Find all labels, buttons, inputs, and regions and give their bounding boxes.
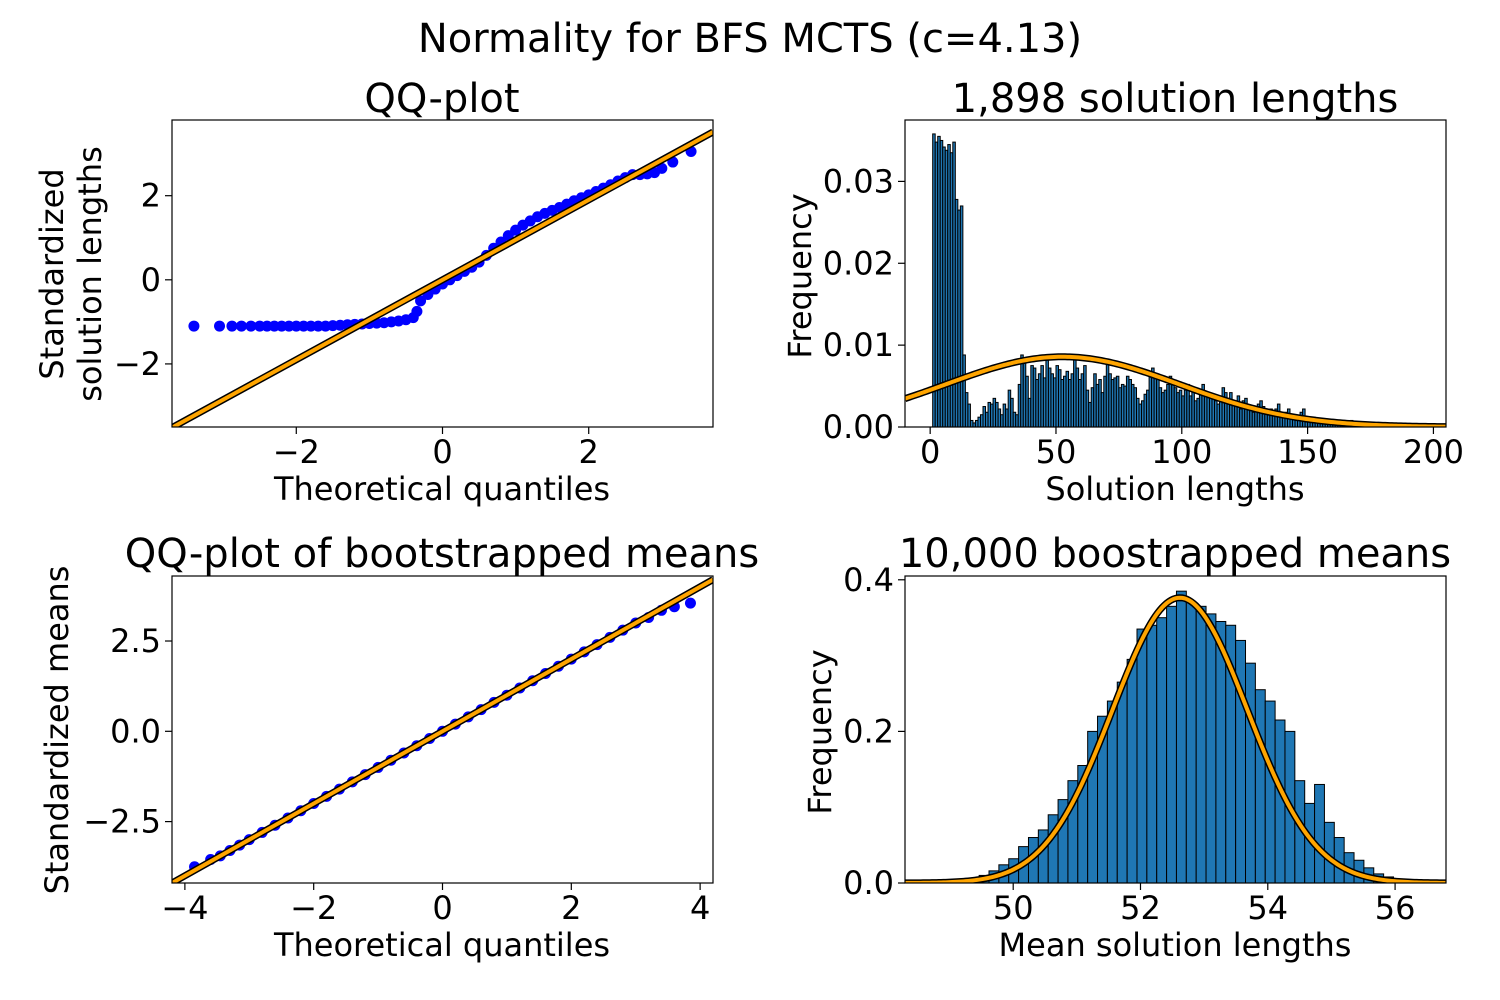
qq1-point: [188, 321, 199, 332]
hist2-bar: [1127, 659, 1137, 883]
hist1-bars: [933, 134, 1366, 427]
qq2-yticks: −2.5 0.0 2.5: [83, 622, 172, 841]
hist2-yticks: 0.0 0.2 0.4: [843, 561, 905, 902]
qq2-xlabel: Theoretical quantiles: [273, 926, 610, 964]
qq1-point: [226, 321, 237, 332]
hist1-plot-area: [905, 120, 1446, 427]
hist2-bar: [1206, 614, 1216, 883]
hist1-xticks: 0 50 100 150 200: [920, 427, 1464, 471]
qq1-xtick-label: 0: [432, 433, 452, 471]
qq2-plot-area: [172, 576, 713, 883]
qq2-xtick-label: −2: [290, 889, 337, 927]
hist2-xtick-label: 50: [993, 889, 1034, 927]
hist2-plot-area: [905, 576, 1446, 883]
hist1-ytick-label: 0.02: [823, 244, 894, 282]
qq1-ytick-label: −2: [114, 345, 161, 383]
qq2-xtick-label: 2: [561, 889, 581, 927]
hist2-bar: [1167, 606, 1177, 883]
qq2-point: [685, 598, 696, 609]
hist1-xtick-label: 200: [1403, 433, 1464, 471]
hist1-ytick-label: 0.00: [823, 408, 894, 446]
panel-solution-lengths-histogram: 1,898 solution lengths 0 50 100 150 200 0.00…: [781, 76, 1464, 508]
qq2-xticks: −4 −2 0 2 4: [161, 883, 710, 927]
figure-title: Normality for BFS MCTS (c=4.13): [418, 16, 1082, 62]
hist2-xticks: 50 52 54 56: [993, 883, 1416, 927]
qq1-yticks: −2 0 2: [114, 177, 172, 383]
hist2-bar: [1246, 663, 1256, 883]
qq1-ytick-label: 2: [141, 177, 161, 215]
panel-qq-plot: QQ-plot −2 0 2 −202 Theoretical quantiles …: [33, 76, 713, 508]
panel-bootstrapped-means-histogram: 10,000 boostrapped means 50 52 54 56 0.0 0.2…: [801, 531, 1451, 964]
qq1-ytick-label: 0: [141, 261, 161, 299]
hist1-xtick-label: 50: [1036, 433, 1077, 471]
hist1-xtick-label: 150: [1277, 433, 1338, 471]
hist2-bar: [1117, 682, 1127, 883]
qq1-xtick-label: 2: [579, 433, 599, 471]
qq1-reference-line-fill: [172, 132, 713, 428]
hist2-bar: [1196, 606, 1206, 883]
qq2-xtick-label: 4: [690, 889, 710, 927]
hist2-bar: [1265, 701, 1275, 883]
hist2-bar: [1176, 591, 1186, 883]
hist1-xtick-label: 100: [1151, 433, 1212, 471]
qq1-point: [214, 321, 225, 332]
hist2-bar: [1315, 784, 1325, 883]
hist2-xtick-label: 52: [1120, 889, 1161, 927]
qq1-reference-line: [172, 132, 713, 428]
hist1-title: 1,898 solution lengths: [952, 76, 1399, 122]
hist2-bar: [1147, 625, 1157, 883]
hist1-xtick-label: 0: [920, 433, 940, 471]
hist2-title: 10,000 boostrapped means: [899, 531, 1451, 577]
hist2-bar: [1186, 603, 1196, 883]
qq2-ytick-label: 0.0: [110, 712, 161, 750]
hist1-xlabel: Solution lengths: [1045, 470, 1304, 508]
hist1-ylabel: Frequency: [781, 193, 819, 358]
hist2-ylabel: Frequency: [801, 649, 839, 814]
qq1-xtick-label: −2: [273, 433, 320, 471]
qq1-ylabel-line1: Standardized: [33, 168, 71, 379]
qq2-ytick-label: 2.5: [110, 622, 161, 660]
hist2-ytick-label: 0.2: [843, 712, 894, 750]
qq1-point: [411, 306, 422, 317]
hist2-ytick-label: 0.0: [843, 864, 894, 902]
qq1-title: QQ-plot: [364, 76, 519, 122]
hist2-bars: [950, 591, 1424, 883]
panel-qq-bootstrapped: QQ-plot of bootstrapped means −4 −2 0 2 4 −2…: [38, 531, 759, 964]
hist2-bar: [1255, 690, 1265, 883]
qq1-xticks: −2 0 2: [273, 427, 599, 471]
hist2-ytick-label: 0.4: [843, 561, 894, 599]
qq1-point: [236, 321, 247, 332]
qq2-reference-line: [172, 580, 713, 883]
hist1-ytick-label: 0.03: [823, 162, 894, 200]
hist2-xlabel: Mean solution lengths: [999, 926, 1352, 964]
qq1-xlabel: Theoretical quantiles: [273, 470, 610, 508]
qq1-ylabel-line2: solution lengths: [71, 146, 109, 402]
hist2-xtick-label: 56: [1375, 889, 1416, 927]
qq1-plot-area: [172, 120, 713, 428]
hist2-bar: [1157, 618, 1167, 883]
hist2-xtick-label: 54: [1247, 889, 1288, 927]
hist1-ytick-label: 0.01: [823, 326, 894, 364]
qq2-xtick-label: −4: [161, 889, 208, 927]
qq2-xtick-label: 0: [432, 889, 452, 927]
qq1-points: [188, 146, 696, 332]
hist1-yticks: 0.00 0.01 0.02 0.03: [823, 162, 905, 446]
qq2-ylabel: Standardized means: [38, 566, 76, 895]
qq2-ytick-label: −2.5: [83, 803, 161, 841]
hist2-bar: [1137, 629, 1147, 883]
qq2-reference-line-fill: [172, 580, 713, 883]
qq2-title: QQ-plot of bootstrapped means: [125, 531, 759, 577]
